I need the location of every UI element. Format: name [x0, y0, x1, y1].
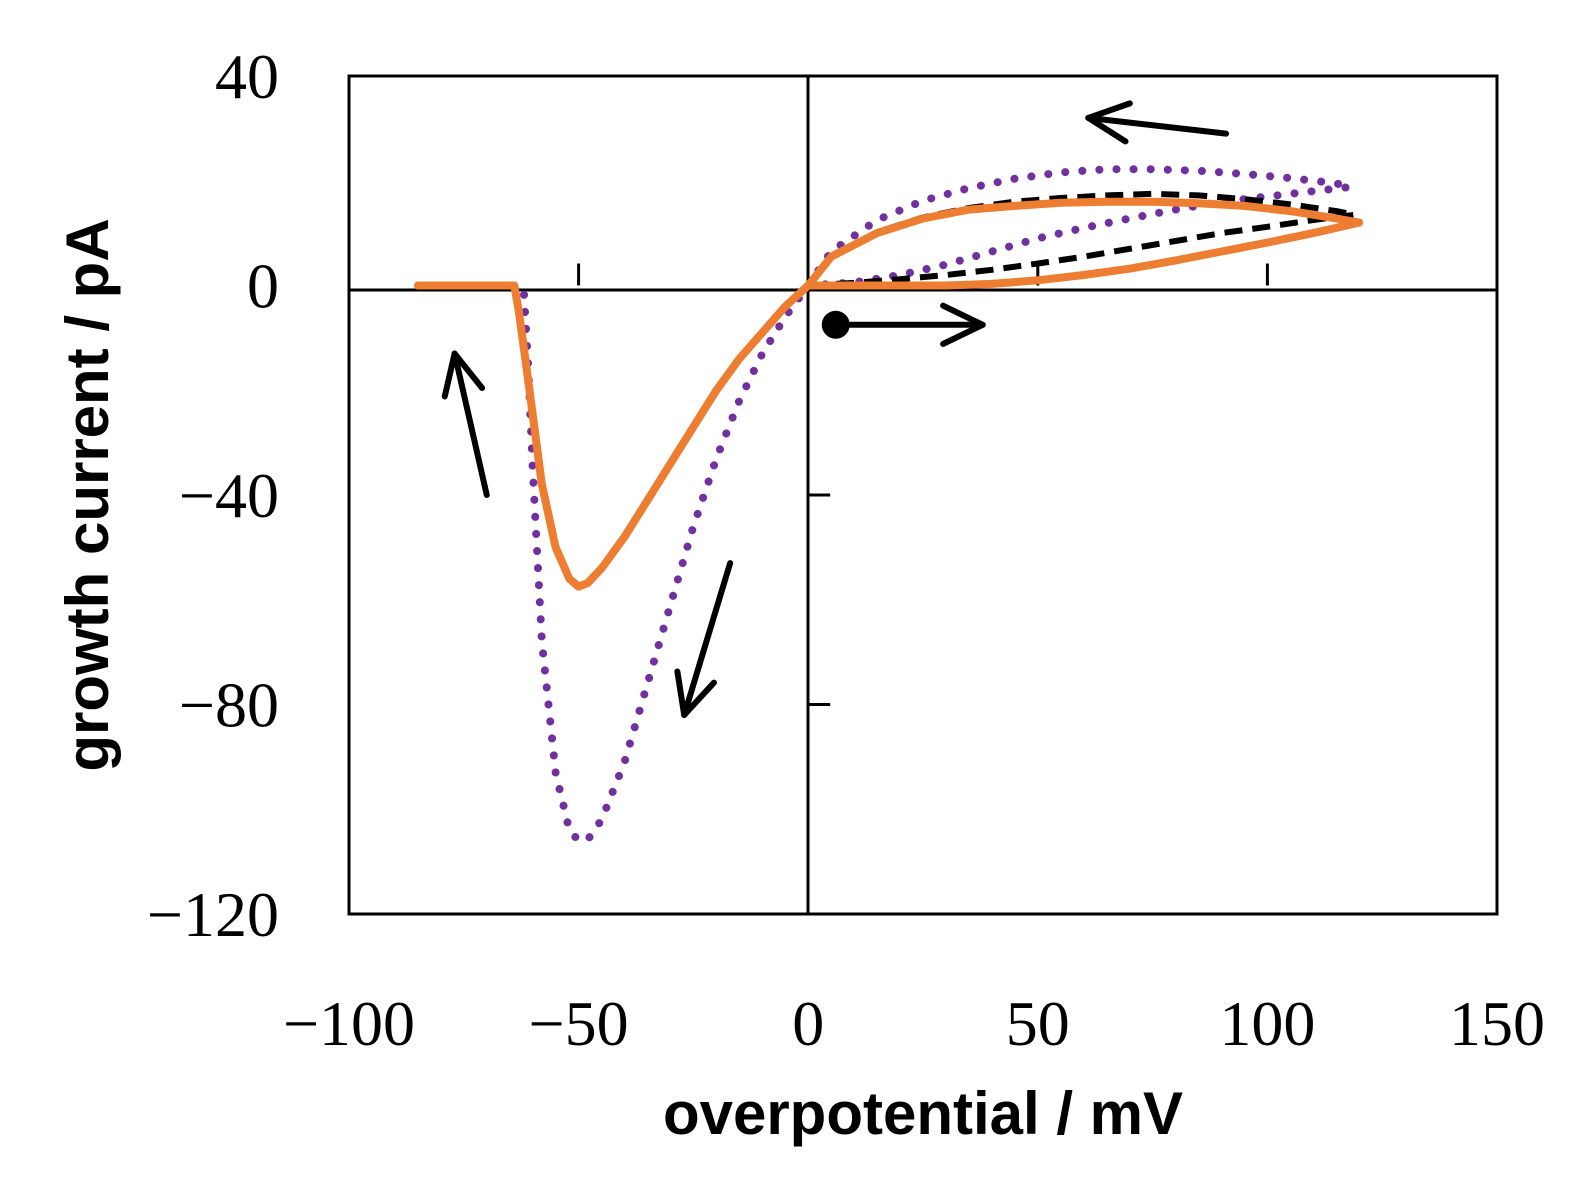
x-tick-label: −50: [529, 988, 629, 1059]
arrow-left: [1085, 100, 1230, 145]
x-tick-label: 100: [1219, 988, 1315, 1059]
y-tick-label: 40: [215, 41, 279, 112]
arrow-down: [674, 560, 734, 718]
annotation-layer: [441, 100, 1230, 718]
series-line-solid: [413, 197, 1364, 591]
x-tick-label: 0: [792, 988, 824, 1059]
y-axis-label: growth current / pA: [54, 218, 121, 771]
arrow-right: [832, 302, 986, 347]
x-axis-label: overpotential / mV: [663, 1080, 1183, 1147]
axis-ticks: [577, 263, 1269, 706]
plot-frame: [347, 74, 1499, 916]
y-tick-label: −80: [179, 670, 279, 741]
y-tick-label: −40: [179, 460, 279, 531]
y-tick-label: −120: [147, 879, 279, 950]
tick-labels: −100 −50 0 50 100 150 40 0 −40 −80 −120: [147, 41, 1545, 1059]
arrow-up: [441, 350, 490, 498]
series-layer: [413, 165, 1364, 845]
series-line-dotted: [519, 165, 1355, 845]
x-tick-label: 50: [1006, 988, 1070, 1059]
y-tick-label: 0: [247, 251, 279, 322]
x-tick-label: 150: [1449, 988, 1545, 1059]
x-tick-label: −100: [283, 988, 415, 1059]
